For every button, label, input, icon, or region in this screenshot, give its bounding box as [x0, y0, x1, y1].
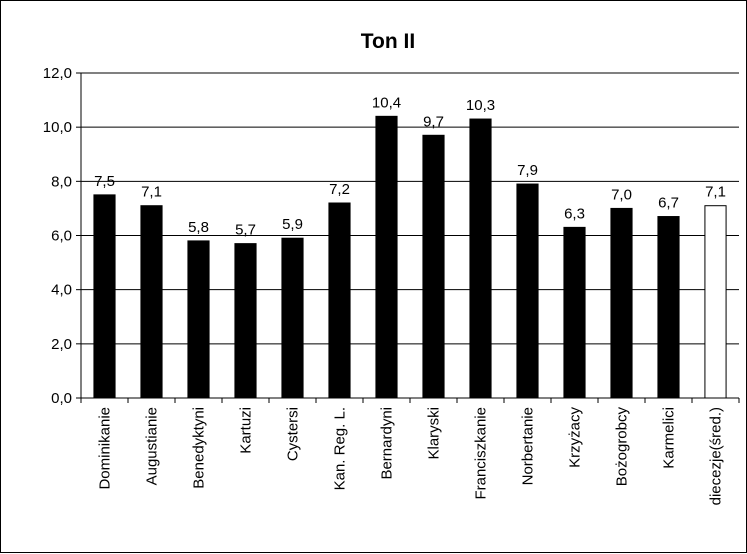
y-tick-label: 12,0	[43, 65, 72, 82]
bar	[140, 205, 163, 399]
category-label: Cystersi	[285, 407, 302, 461]
bar	[281, 237, 304, 399]
bar	[328, 202, 351, 399]
bar	[234, 243, 257, 399]
category-label: Benedyktyni	[191, 407, 208, 489]
category-labels: Dominikanie Augustianie Benedyktyni Kartuzi…	[97, 407, 725, 506]
y-tick-label: 0,0	[51, 390, 72, 407]
category-label: Karmelici	[661, 407, 678, 469]
data-label: 7,9	[517, 162, 538, 179]
y-tick-label: 8,0	[51, 173, 72, 190]
axes	[76, 72, 740, 403]
bar	[187, 240, 210, 399]
data-label: 7,1	[141, 184, 162, 201]
data-label: 7,5	[94, 173, 115, 190]
category-label: Norbertanie	[520, 407, 537, 485]
bar	[93, 194, 116, 399]
category-label: Dominikanie	[97, 407, 114, 490]
y-tick-label: 10,0	[43, 119, 72, 136]
bar	[375, 115, 398, 399]
bar	[516, 183, 539, 399]
bar	[563, 226, 586, 399]
bar	[422, 134, 445, 399]
data-label: 5,9	[282, 216, 303, 233]
category-label: Kartuzi	[238, 407, 255, 454]
data-label: 7,0	[611, 186, 632, 203]
y-tick-label: 2,0	[51, 336, 72, 353]
category-label: Augustianie	[144, 407, 161, 485]
y-tick-label: 4,0	[51, 282, 72, 299]
gridlines	[81, 72, 739, 345]
category-label: Bożogrobcy	[614, 407, 631, 487]
bar	[469, 118, 492, 399]
data-label: 7,2	[329, 181, 350, 198]
data-label: 6,3	[564, 205, 585, 222]
data-label: 7,1	[705, 184, 726, 201]
category-label: diecezje(śred.)	[708, 407, 725, 505]
category-label: Krzyżacy	[567, 407, 584, 468]
category-label: Klaryski	[426, 407, 443, 460]
category-label: Franciszkanie	[473, 407, 490, 500]
bar	[610, 207, 633, 399]
data-label: 9,7	[423, 113, 444, 130]
data-label: 10,3	[466, 97, 495, 114]
category-label: Bernardyni	[379, 407, 396, 480]
y-tick-label: 6,0	[51, 228, 72, 245]
data-label: 5,7	[235, 222, 256, 239]
data-label: 10,4	[372, 94, 401, 111]
y-tick-labels: 0,0 2,0 4,0 6,0 8,0 10,0 12,0	[43, 65, 72, 407]
bars	[93, 115, 727, 399]
category-label: Kan. Reg. L.	[332, 407, 349, 490]
chart-title: Ton II	[361, 30, 415, 53]
bar	[657, 216, 680, 399]
bar	[704, 205, 727, 399]
data-label: 6,7	[658, 195, 679, 212]
data-label: 5,8	[188, 219, 209, 236]
data-labels: 7,5 7,1 5,8 5,7 5,9 7,2 10,4 9,7 10,3 7,9 6,3 7,0 6,…	[94, 94, 726, 238]
